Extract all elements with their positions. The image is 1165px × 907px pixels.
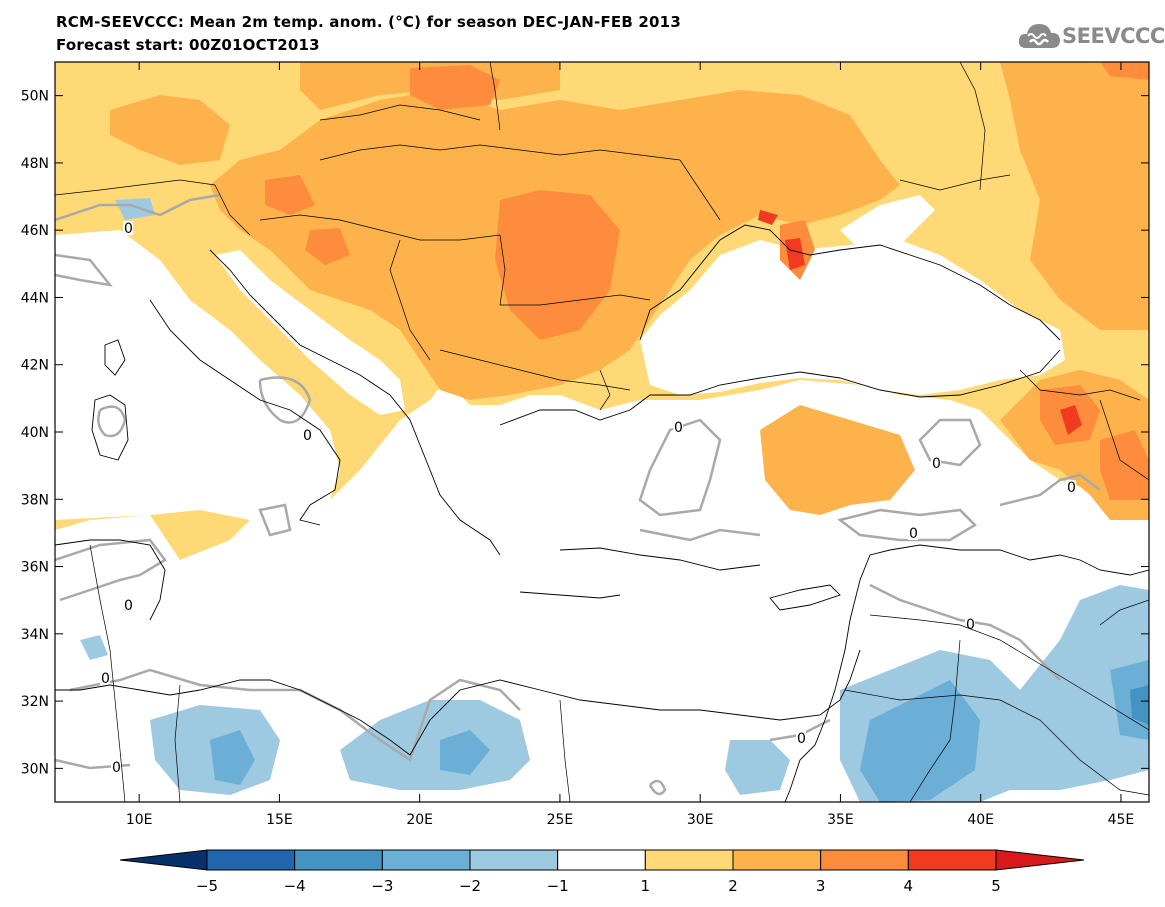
anomaly-minus-2-3-region [210, 730, 255, 785]
colorbar-bin [995, 849, 1085, 871]
anomaly-4-5-region [758, 210, 778, 225]
anomaly-minus-2-3-region [860, 680, 980, 802]
logo-text: SEEVCCC [1062, 24, 1165, 48]
colorbar-bin [732, 849, 822, 871]
coastlines [55, 224, 1149, 802]
colorbar-label: 2 [728, 877, 738, 895]
anomaly-minus-2-3-region [440, 730, 490, 775]
colorbar-label: −4 [284, 877, 306, 895]
colorbar-bin [907, 849, 997, 871]
svg-text:0: 0 [124, 221, 133, 237]
svg-text:0: 0 [112, 760, 121, 776]
lon-tick-label: 40E [967, 812, 994, 828]
colorbar-label: −3 [371, 877, 393, 895]
latitude-axis: 50N 48N 46N 44N 42N 40N 38N 36N 34N 32N 30N [21, 89, 1149, 777]
anomaly-neutral-region [420, 395, 870, 600]
contour-label-text: 0 0 0 0 0 0 0 0 0 0 0 [101, 221, 1076, 776]
lat-tick-label: 48N [21, 156, 49, 172]
colorbar-label: −1 [547, 877, 569, 895]
lon-tick-label: 25E [547, 812, 574, 828]
lon-tick-label: 10E [126, 812, 153, 828]
anomaly-3-4-region [410, 65, 500, 110]
lat-tick-label: 50N [21, 89, 49, 105]
svg-text:0: 0 [797, 731, 806, 747]
colorbar-bin [119, 849, 208, 871]
lon-tick-label: 20E [406, 812, 433, 828]
anomaly-3-4-region [305, 228, 350, 265]
anomaly-neutral-region [55, 230, 340, 520]
svg-text:0: 0 [124, 598, 133, 614]
colorbar-label: 1 [641, 877, 651, 895]
anomaly-minus-1-2-region [725, 740, 790, 795]
svg-text:0: 0 [932, 456, 941, 472]
cloud-icon [1018, 24, 1060, 48]
lat-tick-label: 38N [21, 492, 49, 508]
svg-text:0: 0 [101, 671, 110, 687]
lat-tick-label: 32N [21, 694, 49, 710]
anomaly-2-3-region [760, 405, 915, 515]
lat-tick-label: 34N [21, 627, 49, 643]
colorbar-bin [820, 849, 909, 871]
colorbar-bin [294, 849, 383, 871]
anomaly-3-4-region [1100, 62, 1149, 80]
lat-tick-label: 44N [21, 290, 49, 306]
lat-tick-label: 36N [21, 560, 49, 576]
anomaly-4-5-region [1060, 405, 1082, 435]
colorbar-bin [206, 849, 296, 871]
colorbar-label: −5 [196, 877, 218, 895]
anomaly-minus-3-4-region [1130, 685, 1149, 725]
colorbar-label: −2 [459, 877, 481, 895]
anomaly-2-3-region [1000, 62, 1149, 330]
country-borders [55, 62, 1149, 802]
lon-tick-label: 45E [1108, 812, 1135, 828]
colorbar-label: 4 [904, 877, 914, 895]
lon-tick-label: 35E [827, 812, 854, 828]
colorbar-bin [557, 849, 646, 871]
map-title: RCM-SEEVCCC: Mean 2m temp. anom. (°C) fo… [56, 13, 681, 31]
svg-text:0: 0 [966, 617, 975, 633]
anomaly-minus-1-2-region [115, 198, 155, 220]
colorbar-label: 5 [991, 877, 1001, 895]
colorbar-label: 3 [816, 877, 826, 895]
colorbar-bin [381, 849, 471, 871]
lat-tick-label: 40N [21, 425, 49, 441]
lat-tick-label: 46N [21, 223, 49, 239]
svg-text:0: 0 [674, 420, 683, 436]
svg-text:0: 0 [1067, 480, 1076, 496]
svg-text:0: 0 [303, 428, 312, 444]
anomaly-4-5-region [785, 238, 805, 270]
anomaly-field: 0 0 0 0 0 0 0 0 0 0 0 [55, 62, 1149, 802]
anomaly-2-3-region [110, 95, 230, 165]
longitude-axis: 10E 15E 20E 25E 30E 35E 40E 45E [126, 62, 1134, 828]
anomaly-neutral-region [640, 240, 1065, 395]
anomaly-3-4-region [495, 190, 620, 340]
contour-labels [100, 221, 1076, 774]
colorbar-bin [469, 849, 559, 871]
anomaly-neutral-region [840, 195, 935, 250]
forecast-start-label: Forecast start: 00Z01OCT2013 [56, 36, 320, 54]
anomaly-3-4-region [265, 175, 315, 215]
lat-tick-label: 42N [21, 358, 49, 374]
lon-tick-label: 30E [687, 812, 714, 828]
lat-tick-label: 30N [21, 761, 49, 777]
svg-text:0: 0 [909, 526, 918, 542]
colorbar: −5 −4 −3 −2 −1 1 2 3 4 5 [119, 849, 1085, 895]
anomaly-minus-1-2-region [340, 700, 530, 790]
seevccc-logo: SEEVCCC [1016, 18, 1165, 58]
anomaly-3-4-region [1100, 430, 1149, 500]
colorbar-bin [644, 849, 734, 871]
lon-tick-label: 15E [266, 812, 293, 828]
anomaly-minus-1-2-region [80, 635, 108, 660]
